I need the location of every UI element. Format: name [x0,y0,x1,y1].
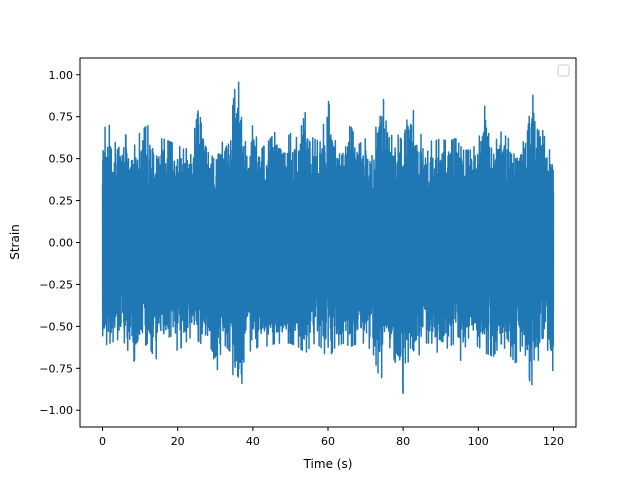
y-axis-ticks: −1.00 −0.75 −0.50 −0.25 0.00 0.25 0.50 0.75 1.00 [39,69,80,417]
x-tick-label: 20 [171,435,185,448]
strain-series-line [101,81,555,395]
y-tick-label: 1.00 [49,69,74,82]
y-tick-label: −1.00 [39,404,73,417]
x-tick-label: 40 [246,435,260,448]
y-tick-label: 0.00 [49,237,74,250]
x-tick-label: 100 [468,435,489,448]
x-tick-label: 0 [99,435,106,448]
plot-area [79,57,577,428]
legend-box [557,64,570,77]
y-tick-label: −0.25 [39,278,73,291]
y-tick-label: −0.50 [39,320,73,333]
x-tick-label: 60 [321,435,335,448]
y-axis-label: Strain [8,224,22,260]
y-tick-label: −0.75 [39,362,73,375]
y-tick-label: 0.50 [49,153,74,166]
x-axis-ticks: 0 20 40 60 80 100 120 [99,427,564,448]
y-tick-label: 0.75 [49,111,74,124]
x-tick-label: 120 [543,435,564,448]
series-layer [101,81,555,395]
x-axis-label: Time (s) [303,457,353,471]
y-tick-label: 0.25 [49,195,74,208]
x-tick-label: 80 [396,435,410,448]
